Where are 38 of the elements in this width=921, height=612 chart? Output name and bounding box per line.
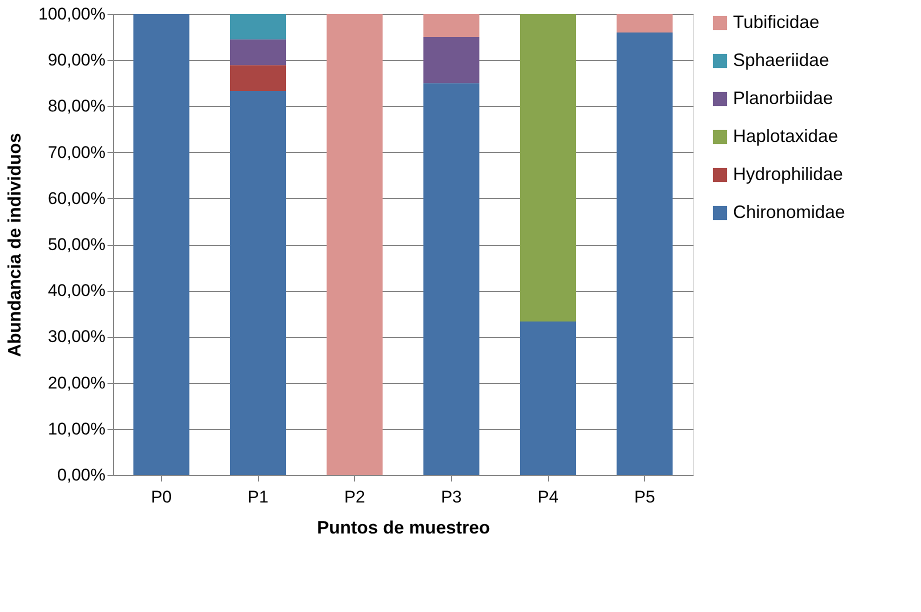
x-tick-label: P4 xyxy=(538,488,558,506)
x-tick-label: P0 xyxy=(150,488,172,506)
bar xyxy=(423,37,480,84)
bar xyxy=(230,90,286,475)
y-tick-label: 90,00% xyxy=(48,50,106,70)
bar xyxy=(423,83,480,475)
y-tick-label: 100,00% xyxy=(38,4,106,24)
bar xyxy=(616,32,673,475)
legend-label: Sphaeriidae xyxy=(733,50,830,70)
x-axis-title: Puntos de muestreo xyxy=(316,518,490,538)
y-tick-label: 0,00% xyxy=(57,466,106,484)
bar xyxy=(520,14,576,322)
y-tick-label: 20,00% xyxy=(48,373,106,392)
legend-label: Haplotaxidae xyxy=(733,126,838,146)
y-tick-label: 10,00% xyxy=(48,419,106,438)
y-tick-label: 70,00% xyxy=(48,142,106,162)
y-tick-label: 30,00% xyxy=(48,327,106,346)
bar xyxy=(326,14,383,475)
y-tick-label: 40,00% xyxy=(48,281,106,300)
bar xyxy=(230,39,286,66)
bar xyxy=(133,14,190,475)
legend-label: Chironomidae xyxy=(733,202,846,222)
y-axis-title: Abundancia de individuos xyxy=(4,132,24,358)
bar xyxy=(520,321,576,475)
bar xyxy=(230,65,286,91)
y-tick-label: 50,00% xyxy=(48,235,106,254)
x-tick-label: P3 xyxy=(440,488,462,506)
y-tick-label: 80,00% xyxy=(48,96,106,116)
x-tick-label: P5 xyxy=(634,488,656,506)
x-tick-label: P1 xyxy=(248,488,268,506)
legend-label: Hydrophilidae xyxy=(733,164,844,184)
x-tick-label: P2 xyxy=(344,488,366,506)
legend-label: Tubificidae xyxy=(733,12,820,32)
bar xyxy=(230,14,286,40)
y-tick-label: 60,00% xyxy=(48,188,106,208)
bar xyxy=(616,14,673,32)
legend-label: Planorbiidae xyxy=(733,88,834,108)
bar xyxy=(423,14,480,38)
